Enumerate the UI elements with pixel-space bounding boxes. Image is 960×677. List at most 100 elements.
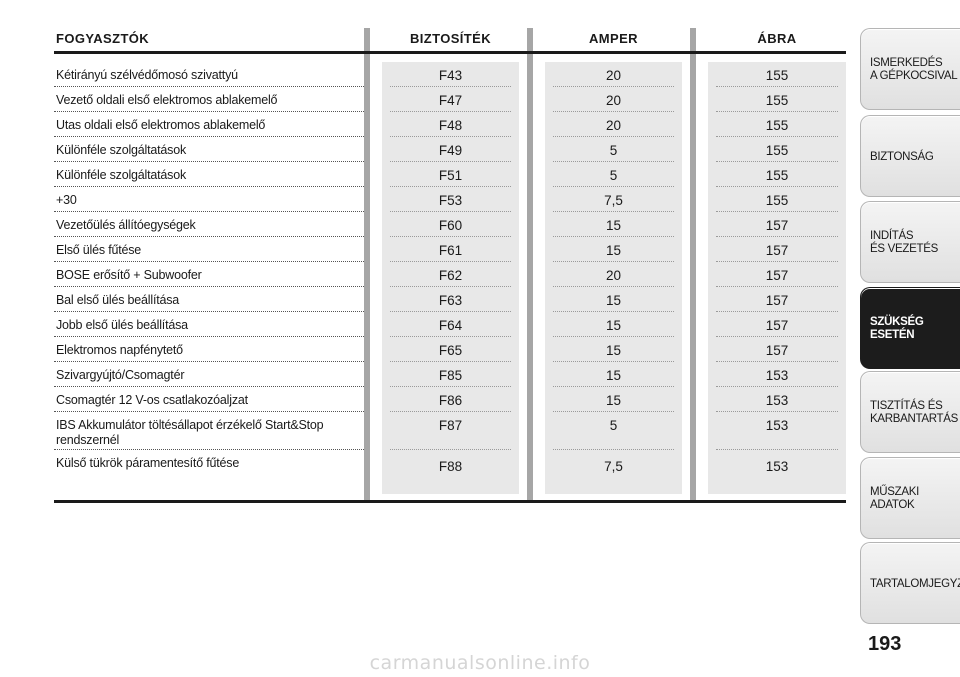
- figure-value: 155: [765, 143, 789, 158]
- chapter-tab-label: INDÍTÁS ÉS VEZETÉS: [870, 230, 938, 255]
- consumer-name: IBS Akkumulátor töltésállapot érzékelő S…: [56, 418, 324, 447]
- table-row: Különféle szolgáltatások F51 5 155: [54, 162, 846, 187]
- row-separator: [390, 361, 511, 362]
- fuse-value: F53: [438, 193, 463, 208]
- row-separator: [716, 261, 838, 262]
- chapter-tab-label: BIZTONSÁG: [870, 150, 934, 163]
- fuse-value: F62: [438, 268, 463, 283]
- row-separator: [716, 449, 838, 450]
- row-separator: [553, 336, 674, 337]
- row-separator: [390, 411, 511, 412]
- figure-value: 155: [765, 193, 789, 208]
- row-separator: [54, 111, 364, 112]
- row-separator: [553, 161, 674, 162]
- consumer-name: Jobb első ülés beállítása: [56, 318, 188, 332]
- row-separator: [716, 336, 838, 337]
- table-row: Csomagtér 12 V-os csatlakozóaljzat F86 15 1…: [54, 387, 846, 412]
- consumer-name: Elektromos napfénytető: [56, 343, 183, 357]
- table-row: Bal első ülés beállítása F63 15 157: [54, 287, 846, 312]
- chapter-tab-label: ISMERKEDÉS A GÉPKOCSIVAL: [870, 57, 958, 82]
- chapter-tab[interactable]: TISZTÍTÁS ÉS KARBANTARTÁS: [860, 371, 960, 453]
- column-divider: [527, 28, 533, 500]
- table-row: Különféle szolgáltatások F49 5 155: [54, 137, 846, 162]
- fuse-value: F48: [438, 118, 463, 133]
- row-separator: [553, 111, 674, 112]
- fuse-value: F63: [438, 293, 463, 308]
- row-separator: [716, 411, 838, 412]
- fuse-column-background: [382, 62, 519, 494]
- table-top-rule: [54, 51, 846, 54]
- consumer-name: Bal első ülés beállítása: [56, 293, 180, 307]
- header-consumers: FOGYASZTÓK: [56, 31, 150, 46]
- figure-value: 153: [765, 418, 789, 433]
- amper-value: 15: [605, 243, 622, 258]
- table-row: Külső tükrök páramentesítő fűtése F88 7,5 1…: [54, 450, 846, 482]
- fuse-value: F86: [438, 393, 463, 408]
- figure-value: 153: [765, 368, 789, 383]
- row-separator: [390, 261, 511, 262]
- row-separator: [54, 336, 364, 337]
- chapter-tab-label: MŰSZAKI ADATOK: [870, 486, 920, 511]
- fuse-value: F51: [438, 168, 463, 183]
- row-separator: [390, 186, 511, 187]
- row-separator: [54, 286, 364, 287]
- row-separator: [54, 449, 364, 450]
- figure-value: 155: [765, 93, 789, 108]
- amper-column-background: [545, 62, 682, 494]
- chapter-tab-label: TISZTÍTÁS ÉS KARBANTARTÁS: [870, 400, 958, 425]
- row-separator: [390, 336, 511, 337]
- fuse-value: F43: [438, 68, 463, 83]
- consumer-name: BOSE erősítő + Subwoofer: [56, 268, 202, 282]
- figure-value: 157: [765, 343, 789, 358]
- row-separator: [553, 136, 674, 137]
- row-separator: [54, 386, 364, 387]
- row-separator: [553, 449, 674, 450]
- figure-value: 157: [765, 318, 789, 333]
- chapter-tab[interactable]: SZÜKSÉG ESETÉN: [860, 287, 960, 369]
- column-divider: [364, 28, 370, 500]
- table-row: BOSE erősítő + Subwoofer F62 20 157: [54, 262, 846, 287]
- chapter-tab[interactable]: INDÍTÁS ÉS VEZETÉS: [860, 201, 960, 283]
- chapter-tab[interactable]: TARTALOMJEGYZÉK: [860, 542, 960, 624]
- figure-value: 153: [765, 393, 789, 408]
- row-separator: [54, 261, 364, 262]
- table-row: +30 F53 7,5 155: [54, 187, 846, 212]
- amper-value: 20: [605, 68, 622, 83]
- consumer-name: Utas oldali első elektromos ablakemelő: [56, 118, 266, 132]
- amper-value: 7,5: [604, 193, 623, 208]
- row-separator: [54, 136, 364, 137]
- row-separator: [553, 286, 674, 287]
- row-separator: [716, 86, 838, 87]
- figure-value: 157: [765, 268, 789, 283]
- chapter-tab-label: SZÜKSÉG ESETÉN: [870, 316, 924, 341]
- row-separator: [54, 86, 364, 87]
- amper-value: 20: [605, 118, 622, 133]
- table-row: Kétirányú szélvédőmosó szivattyú F43 20 155: [54, 62, 846, 87]
- page-number: 193: [868, 633, 902, 655]
- row-separator: [390, 161, 511, 162]
- column-divider: [690, 28, 696, 500]
- figure-value: 155: [765, 118, 789, 133]
- row-separator: [553, 311, 674, 312]
- consumer-name: Csomagtér 12 V-os csatlakozóaljzat: [56, 393, 248, 407]
- row-separator: [390, 136, 511, 137]
- figure-value: 157: [765, 218, 789, 233]
- consumer-name: Külső tükrök páramentesítő fűtése: [56, 456, 240, 470]
- chapter-tab[interactable]: MŰSZAKI ADATOK: [860, 457, 960, 539]
- chapter-tab-label: TARTALOMJEGYZÉK: [870, 577, 960, 590]
- chapter-tab[interactable]: ISMERKEDÉS A GÉPKOCSIVAL: [860, 28, 960, 110]
- chapter-tab[interactable]: BIZTONSÁG: [860, 115, 960, 197]
- amper-value: 5: [609, 143, 618, 158]
- row-separator: [553, 411, 674, 412]
- row-separator: [390, 211, 511, 212]
- header-figure: ÁBRA: [757, 31, 797, 46]
- row-separator: [54, 311, 364, 312]
- consumer-name: Vezető oldali első elektromos ablakemelő: [56, 93, 278, 107]
- amper-value: 7,5: [604, 459, 623, 474]
- figure-value: 155: [765, 168, 789, 183]
- row-separator: [716, 361, 838, 362]
- amper-value: 5: [609, 418, 618, 433]
- header-amper: AMPER: [589, 31, 638, 46]
- row-separator: [553, 186, 674, 187]
- figure-value: 157: [765, 243, 789, 258]
